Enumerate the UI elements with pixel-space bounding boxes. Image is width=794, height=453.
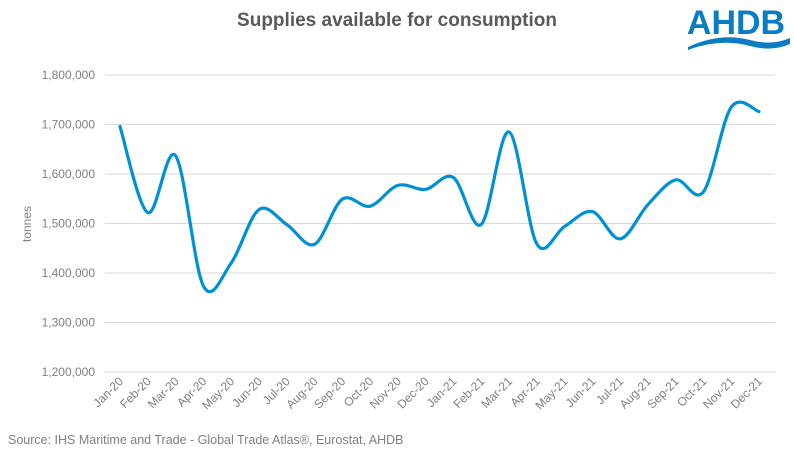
- x-tick-label: Sep-20: [311, 374, 348, 411]
- x-tick-label: Jun-20: [229, 374, 265, 410]
- y-tick-label: 1,200,000: [42, 365, 96, 379]
- ahdb-logo: AHDB: [680, 2, 792, 57]
- y-tick-label: 1,300,000: [42, 316, 96, 330]
- y-tick-label: 1,400,000: [42, 266, 96, 280]
- source-note: Source: IHS Maritime and Trade - Global …: [8, 433, 404, 447]
- y-tick-label: 1,600,000: [42, 167, 96, 181]
- x-tick-label: Mar-21: [478, 374, 515, 411]
- svg-text:AHDB: AHDB: [687, 4, 785, 42]
- y-tick-label: 1,500,000: [42, 217, 96, 231]
- x-tick-label: Sep-21: [645, 374, 682, 411]
- y-tick-label: 1,700,000: [42, 118, 96, 132]
- y-tick-label: 1,800,000: [42, 68, 96, 82]
- x-tick-label: Dec-20: [394, 374, 431, 411]
- x-tick-label: Dec-21: [728, 374, 765, 411]
- y-axis-label: tonnes: [20, 206, 34, 242]
- x-tick-label: Jun-21: [563, 374, 599, 410]
- chart-title: Supplies available for consumption: [237, 10, 557, 31]
- x-tick-label: Mar-20: [145, 374, 182, 411]
- series-line: [118, 100, 761, 294]
